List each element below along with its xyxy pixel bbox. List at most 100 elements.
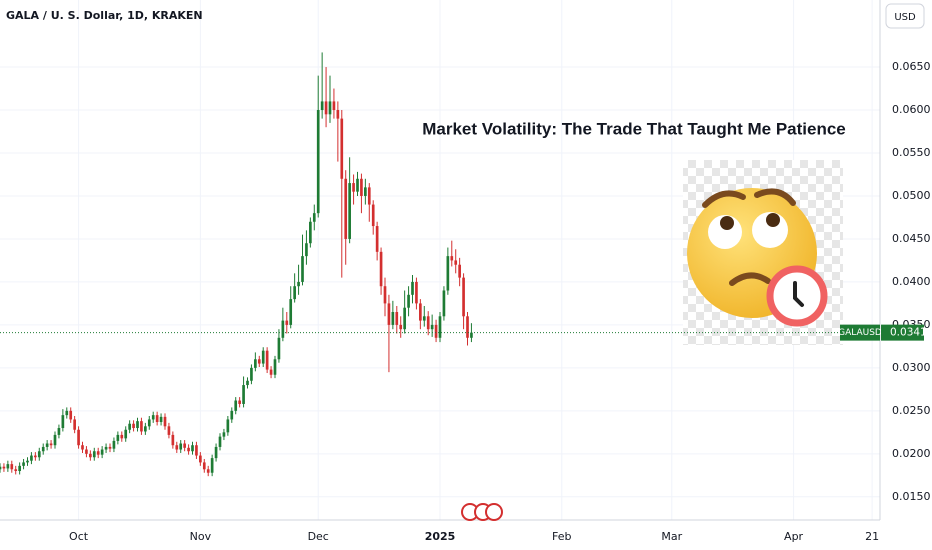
- y-tick-label: 0.0400: [892, 275, 931, 288]
- candle-body: [336, 110, 340, 119]
- candle-body: [124, 429, 128, 439]
- candle-body: [391, 312, 395, 325]
- candle-body: [352, 183, 355, 192]
- candle-body: [434, 324, 438, 338]
- x-tick-label: 21: [865, 530, 879, 543]
- currency-button[interactable]: [885, 3, 925, 29]
- candle-body: [10, 464, 14, 470]
- x-tick-label: Oct: [69, 530, 89, 543]
- symbol-label: GALAUSD: [838, 328, 882, 338]
- candle-body: [155, 415, 159, 423]
- candle-body: [30, 455, 33, 461]
- candle-body: [108, 446, 112, 449]
- candle-body: [407, 294, 410, 308]
- candle-body: [183, 443, 186, 448]
- candle-body: [163, 416, 167, 427]
- y-tick-label: 0.0250: [892, 404, 931, 417]
- candle-body: [293, 286, 296, 300]
- candle-body: [328, 101, 332, 115]
- candle-body: [22, 462, 25, 466]
- candle-body: [470, 332, 473, 338]
- candle-body: [340, 118, 344, 179]
- candle-body: [202, 462, 206, 470]
- candle-body: [85, 449, 88, 454]
- candle-body: [120, 434, 124, 439]
- candle-body: [175, 445, 179, 450]
- candle-body: [415, 281, 418, 304]
- candle-body: [269, 369, 273, 375]
- candle-body: [466, 316, 469, 338]
- candle-body: [96, 451, 100, 455]
- candle-body: [210, 458, 214, 473]
- candle-body: [411, 281, 414, 295]
- candle-body: [257, 359, 261, 364]
- candle-body: [285, 320, 289, 325]
- x-tick-label: Apr: [784, 530, 804, 543]
- candle-body: [462, 277, 465, 317]
- candle-body: [273, 359, 277, 375]
- annotation: Market Volatility: The Trade That Taught…: [422, 119, 846, 138]
- candle-body: [344, 178, 348, 239]
- x-tick-label: Nov: [190, 530, 212, 543]
- x-tick-label: Mar: [661, 530, 682, 543]
- candle-body: [167, 426, 171, 435]
- chart-title: GALA / U. S. Dollar, 1D, KRAKEN: [6, 9, 203, 22]
- candle-body: [2, 466, 6, 469]
- y-tick-label: 0.0300: [892, 361, 931, 374]
- candle-body: [281, 320, 285, 338]
- candle-body: [450, 256, 454, 261]
- candle-body: [265, 350, 269, 370]
- candle-body: [301, 256, 304, 282]
- candle-body: [379, 251, 383, 287]
- candle-body: [104, 446, 108, 450]
- candle-body: [364, 187, 367, 196]
- candle-body: [26, 460, 29, 463]
- candle-body: [92, 451, 96, 458]
- candle-body: [238, 400, 241, 404]
- candle-body: [136, 421, 139, 429]
- candle-body: [430, 324, 434, 330]
- candle-body: [316, 110, 320, 214]
- currency-label: USD: [894, 12, 916, 23]
- candle-body: [171, 434, 175, 446]
- candle-body: [297, 281, 300, 287]
- candle-body: [454, 260, 458, 265]
- candle-body: [309, 221, 312, 244]
- candle-body: [305, 243, 308, 257]
- candle-body: [289, 299, 293, 325]
- candle-body: [77, 429, 80, 446]
- candle-body: [458, 264, 461, 278]
- candle-body: [206, 469, 210, 473]
- candle-body: [147, 419, 151, 427]
- candle-body: [73, 419, 76, 430]
- y-tick-label: 0.0150: [892, 490, 931, 503]
- candle-body: [234, 400, 238, 411]
- candle-body: [250, 367, 253, 381]
- candle-body: [140, 421, 143, 432]
- candle-body: [195, 445, 198, 456]
- y-tick-label: 0.0600: [892, 103, 931, 116]
- candle-body: [37, 451, 41, 458]
- candle-body: [375, 226, 379, 252]
- candle-body: [324, 101, 328, 115]
- candle-body: [399, 324, 403, 330]
- candle-body: [214, 446, 218, 459]
- candles: [0, 52, 473, 477]
- candle-body: [53, 434, 57, 446]
- candle-body: [81, 445, 84, 450]
- candle-body: [144, 426, 147, 432]
- candle-body: [230, 410, 234, 420]
- symbol-tag: [840, 324, 880, 341]
- candle-body: [132, 423, 135, 429]
- candle-body: [18, 465, 21, 472]
- y-tick-label: 0.0200: [892, 447, 931, 460]
- candle-body: [61, 415, 65, 429]
- candle-body: [222, 432, 226, 437]
- candle-body: [356, 178, 359, 192]
- candle-body: [6, 464, 10, 469]
- candle-body: [179, 443, 183, 450]
- candle-body: [69, 410, 73, 420]
- candle-body: [422, 316, 426, 321]
